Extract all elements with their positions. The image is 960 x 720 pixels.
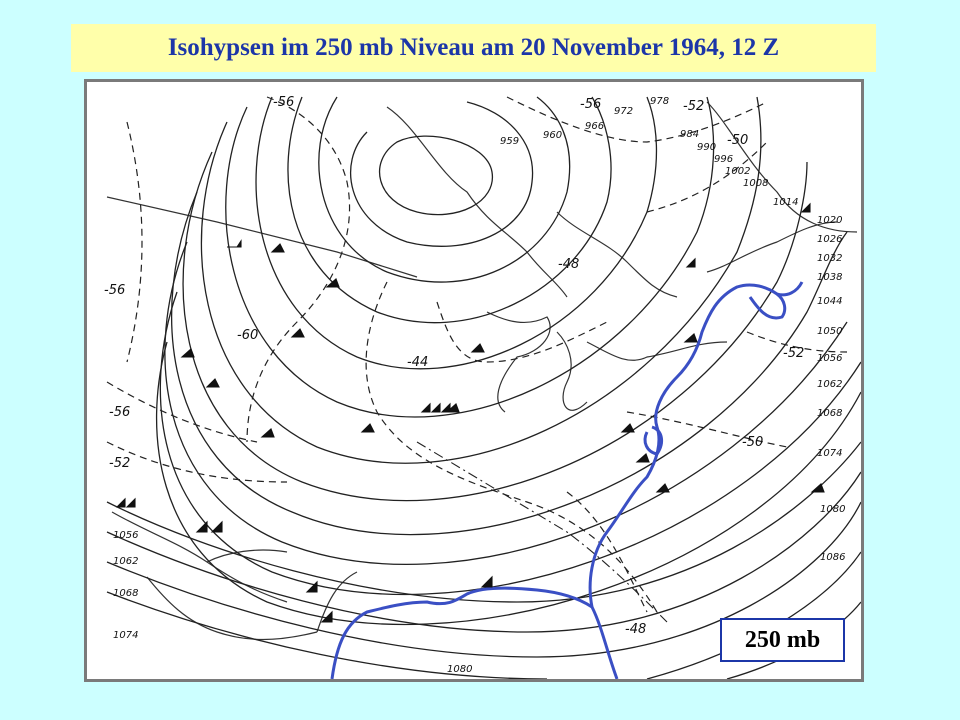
contour-label: 1038 (817, 272, 842, 283)
contour-label: 996 (714, 154, 733, 165)
weather-map: 959 960 966 972 978 984 990 996 1002 100… (84, 79, 864, 682)
temperature-label: -56 (273, 95, 294, 110)
temperature-label: -48 (625, 622, 646, 637)
contour-label: 1056 (113, 530, 138, 541)
contour-label: 1080 (820, 504, 845, 515)
temperature-labels: -56 -56 -52 -50 -48 -44 -60 -56 -56 -52 … (104, 95, 804, 637)
temperature-label: -60 (237, 328, 258, 343)
contour-label: 972 (614, 106, 633, 117)
pressure-level-text: 250 mb (744, 626, 821, 653)
wind-barbs (115, 202, 825, 623)
height-contours (106, 96, 861, 679)
map-canvas: 959 960 966 972 978 984 990 996 1002 100… (104, 95, 861, 679)
contour-label: 1068 (113, 588, 138, 599)
temperature-label: -44 (407, 355, 428, 370)
contour-label: 990 (697, 142, 716, 153)
contour-label: 1080 (447, 664, 472, 675)
contour-label: 1068 (817, 408, 842, 419)
contour-label: 978 (650, 96, 669, 107)
contour-label: 1026 (817, 234, 842, 245)
contour-label: 966 (585, 121, 604, 132)
contour-label: 959 (500, 136, 519, 147)
isotherms (106, 96, 848, 613)
geography-lines (106, 101, 858, 641)
contour-label: 1050 (817, 326, 842, 337)
temperature-label: -50 (742, 435, 763, 450)
contour-label: 1062 (817, 379, 842, 390)
temperature-label: -56 (104, 283, 125, 298)
trough-line (416, 441, 668, 623)
temperature-label: -52 (683, 99, 704, 114)
temperature-label: -52 (109, 456, 130, 471)
contour-label: 1062 (113, 556, 138, 567)
contour-label: 1056 (817, 353, 842, 364)
contour-label: 1014 (773, 197, 798, 208)
contour-label: 1002 (725, 166, 750, 177)
contour-label: 1074 (113, 630, 138, 641)
contour-label: 1020 (817, 215, 842, 226)
contour-label: 1074 (817, 448, 842, 459)
contour-label: 1008 (743, 178, 768, 189)
contour-label: 1086 (820, 552, 845, 563)
temperature-label: -56 (580, 97, 601, 112)
pressure-level-label: 250 mb (720, 618, 845, 662)
temperature-label: -56 (109, 405, 130, 420)
map-title: Isohypsen im 250 mb Niveau am 20 Novembe… (167, 34, 780, 61)
contour-label: 1032 (817, 253, 842, 264)
contour-label: 1044 (817, 296, 842, 307)
temperature-label: -50 (727, 133, 748, 148)
contour-label: 984 (680, 129, 699, 140)
temperature-label: -52 (783, 346, 804, 361)
title-banner: Isohypsen im 250 mb Niveau am 20 Novembe… (71, 24, 876, 72)
coastline-highlight (330, 281, 804, 679)
temperature-label: -48 (558, 257, 579, 272)
height-labels: 959 960 966 972 978 984 990 996 1002 100… (113, 96, 845, 675)
contour-label: 960 (543, 130, 562, 141)
